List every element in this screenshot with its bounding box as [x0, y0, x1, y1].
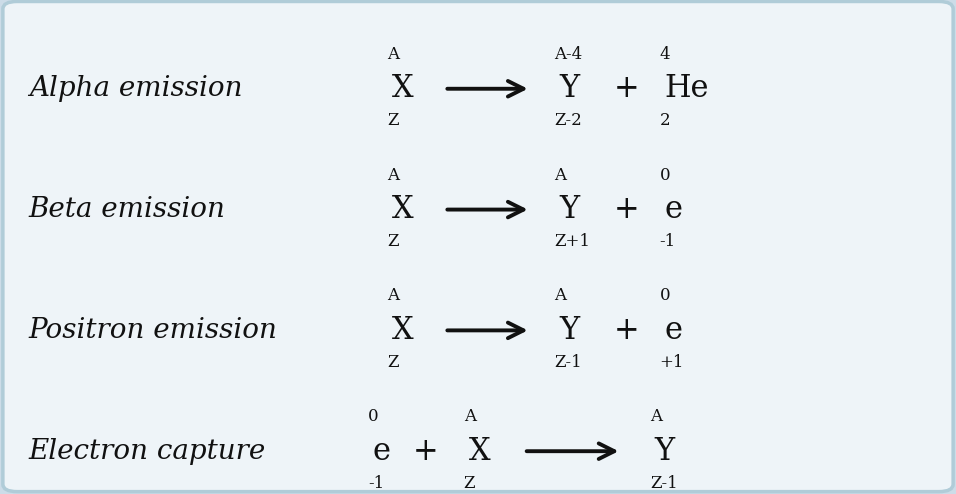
FancyBboxPatch shape — [3, 1, 953, 492]
Text: X: X — [392, 194, 414, 225]
Text: e: e — [664, 194, 683, 225]
Text: A: A — [554, 166, 567, 184]
Text: Beta emission: Beta emission — [29, 196, 226, 223]
Text: A: A — [554, 288, 567, 304]
Text: +: + — [614, 315, 639, 346]
Text: +: + — [614, 73, 639, 104]
Text: A: A — [387, 166, 400, 184]
Text: Y: Y — [559, 194, 579, 225]
Text: e: e — [373, 436, 391, 467]
Text: X: X — [468, 436, 490, 467]
Text: Z: Z — [464, 475, 475, 492]
Text: Z-1: Z-1 — [650, 475, 678, 492]
Text: A: A — [464, 408, 476, 425]
Text: Positron emission: Positron emission — [29, 317, 277, 344]
Text: +1: +1 — [660, 354, 684, 371]
Text: 0: 0 — [368, 408, 379, 425]
Text: Z-1: Z-1 — [554, 354, 582, 371]
Text: +: + — [413, 436, 438, 467]
Text: He: He — [664, 73, 709, 104]
Text: Z+1: Z+1 — [554, 233, 591, 250]
Text: 4: 4 — [660, 46, 670, 63]
Text: +: + — [614, 194, 639, 225]
Text: Electron capture: Electron capture — [29, 438, 266, 465]
Text: 2: 2 — [660, 112, 670, 129]
Text: Y: Y — [559, 315, 579, 346]
Text: A-4: A-4 — [554, 46, 583, 63]
Text: Z-2: Z-2 — [554, 112, 582, 129]
Text: Alpha emission: Alpha emission — [29, 75, 242, 102]
Text: 0: 0 — [660, 288, 670, 304]
Text: Y: Y — [559, 73, 579, 104]
Text: X: X — [392, 315, 414, 346]
Text: Z: Z — [387, 354, 399, 371]
Text: A: A — [387, 46, 400, 63]
Text: -1: -1 — [660, 233, 676, 250]
Text: Y: Y — [655, 436, 675, 467]
Text: Z: Z — [387, 233, 399, 250]
Text: e: e — [664, 315, 683, 346]
Text: A: A — [387, 288, 400, 304]
Text: X: X — [392, 73, 414, 104]
Text: Z: Z — [387, 112, 399, 129]
Text: -1: -1 — [368, 475, 384, 492]
Text: 0: 0 — [660, 166, 670, 184]
Text: A: A — [650, 408, 663, 425]
